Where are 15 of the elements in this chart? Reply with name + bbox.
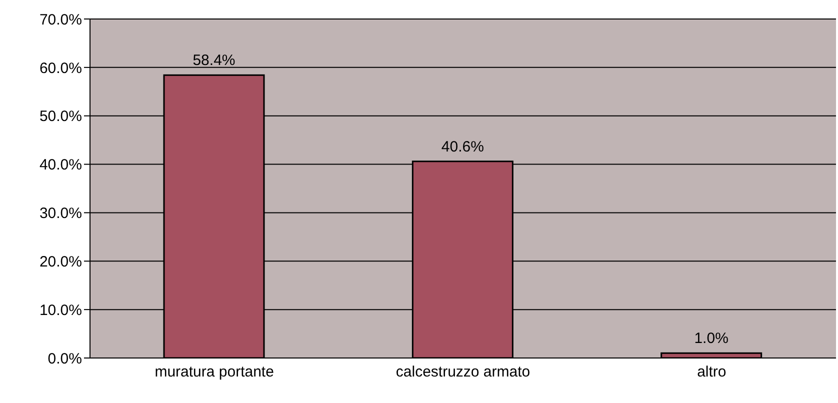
data-label: 58.4% [192, 52, 236, 70]
x-tick-label: altro [697, 364, 726, 381]
y-tick-label: 30.0% [39, 205, 82, 222]
x-tick-label: muratura portante [154, 364, 274, 381]
data-label: 40.6% [441, 138, 484, 156]
y-tick-label: 0.0% [48, 350, 82, 368]
y-tick-label: 50.0% [39, 108, 82, 126]
y-tick-label: 40.0% [39, 156, 82, 174]
bar [660, 352, 762, 358]
y-tick-label: 20.0% [39, 253, 82, 270]
x-tick-label: calcestruzzo armato [396, 364, 530, 381]
y-tick-label: 60.0% [39, 60, 82, 77]
y-tick-label: 70.0% [39, 11, 82, 28]
data-label: 1.0% [694, 330, 728, 348]
y-tick-label: 10.0% [39, 302, 82, 319]
